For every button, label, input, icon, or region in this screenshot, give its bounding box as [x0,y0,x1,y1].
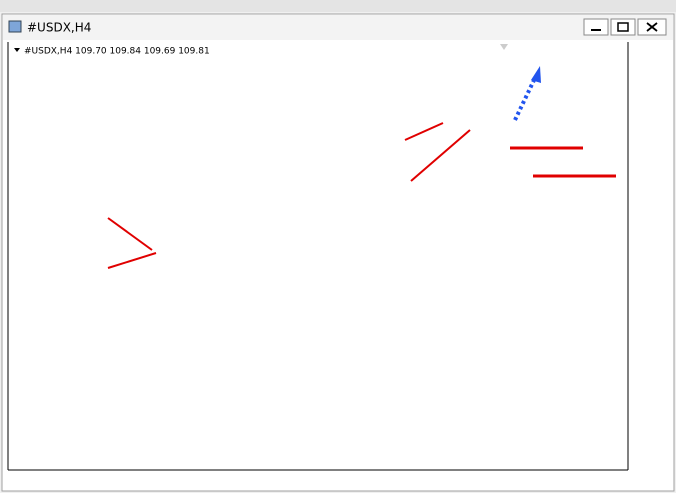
drawings [107,122,616,269]
shift-marker [500,44,508,50]
projection-arrow [513,77,537,121]
window-icon [8,20,22,33]
maximize-button[interactable] [610,18,636,36]
toolbar-strip [0,0,676,12]
window-buttons[interactable] [583,18,667,36]
close-icon [646,22,658,32]
wedge-line [410,129,471,182]
maximize-icon [617,22,629,32]
triangle-line [107,217,153,251]
window-title: #USDX,H4 [27,21,91,35]
minimize-button[interactable] [583,18,609,36]
triangle-line [107,252,157,269]
plot-area [8,42,628,470]
title-bar [3,15,673,40]
menu-arrow [14,48,20,52]
wedge-line [404,122,444,141]
arrow-head [531,66,541,83]
chart-info: #USDX,H4 109.70 109.84 109.69 109.81 [24,47,210,57]
